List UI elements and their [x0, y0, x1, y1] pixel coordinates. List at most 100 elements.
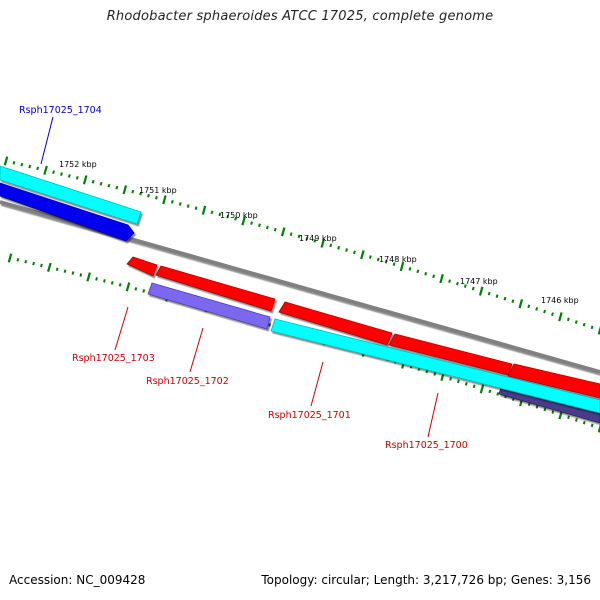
scale-label-1748: 1748 kbp	[379, 255, 417, 264]
outer-minor-tick	[12, 161, 16, 165]
inner-minor-tick	[543, 407, 547, 412]
outer-minor-tick	[590, 325, 594, 330]
inner-major-tick	[125, 282, 131, 292]
gene-arrow-1701[interactable]	[278, 301, 393, 346]
outer-minor-tick	[424, 272, 428, 276]
feature-1702[interactable]	[147, 282, 271, 330]
leader-line-1700	[427, 392, 439, 438]
inner-minor-tick	[433, 372, 437, 376]
inner-minor-tick	[110, 281, 114, 285]
inner-minor-tick	[79, 273, 83, 277]
inner-minor-tick	[464, 382, 468, 386]
gene-arrow-next[interactable]	[507, 363, 600, 399]
inner-minor-tick	[134, 287, 138, 291]
outer-minor-tick	[60, 172, 63, 176]
leader-line-1704	[40, 116, 54, 165]
outer-minor-tick	[67, 174, 71, 178]
gene-arrow-1702[interactable]	[155, 265, 276, 312]
gene-arrow-1700[interactable]	[388, 333, 513, 376]
outer-minor-tick	[265, 225, 269, 230]
outer-minor-tick	[345, 248, 348, 252]
scale-label-1752: 1752 kbp	[59, 160, 97, 169]
outer-minor-tick	[376, 257, 380, 262]
outer-minor-tick	[131, 189, 135, 194]
outer-minor-tick	[511, 299, 515, 303]
gene-label-1703[interactable]: Rsph17025_1703	[72, 353, 155, 364]
outer-minor-tick	[313, 239, 317, 243]
outer-minor-tick	[91, 179, 95, 184]
outer-minor-tick	[566, 317, 570, 322]
outer-minor-tick	[543, 309, 546, 314]
outer-minor-tick	[392, 262, 396, 266]
outer-minor-tick	[194, 206, 198, 210]
cds-feature-1701-1700[interactable]	[270, 318, 600, 414]
inner-minor-tick	[63, 269, 67, 273]
outer-minor-tick	[487, 291, 491, 296]
scale-label-1746: 1746 kbp	[541, 296, 579, 305]
scale-label-1749: 1749 kbp	[299, 234, 337, 243]
accession-text: Accession: NC_009428	[9, 573, 146, 587]
outer-minor-tick	[527, 304, 531, 309]
outer-major-tick	[360, 250, 365, 260]
outer-minor-tick	[353, 250, 356, 255]
inner-minor-tick	[575, 418, 578, 422]
outer-minor-tick	[234, 216, 238, 221]
outer-major-tick	[478, 286, 484, 296]
cds-feature-1704[interactable]	[0, 165, 142, 225]
outer-minor-tick	[258, 223, 261, 228]
map-title: Rhodobacter sphaeroides ATCC 17025, comp…	[106, 9, 494, 24]
outer-major-tick	[558, 312, 563, 322]
leader-line-1702	[189, 327, 204, 373]
outer-major-tick	[399, 261, 405, 272]
inner-minor-tick	[551, 410, 555, 414]
inner-minor-tick	[40, 263, 43, 268]
inner-minor-tick	[118, 283, 122, 287]
inner-minor-tick	[567, 415, 570, 420]
outer-minor-tick	[99, 181, 103, 186]
outer-minor-tick	[551, 312, 554, 316]
outer-minor-tick	[463, 284, 467, 288]
gene-label-1701[interactable]: Rsph17025_1701	[268, 410, 351, 421]
outer-minor-tick	[289, 232, 293, 236]
leader-line-1703	[114, 306, 129, 351]
outer-major-tick	[43, 165, 48, 175]
inner-minor-tick	[488, 389, 492, 394]
scale-label-1747: 1747 kbp	[460, 277, 498, 286]
outer-major-tick	[82, 175, 88, 185]
inner-major-tick	[7, 253, 13, 263]
outer-minor-tick	[250, 221, 253, 225]
outer-minor-tick	[28, 164, 32, 169]
inner-major-tick	[479, 384, 485, 394]
outer-minor-tick	[305, 236, 309, 241]
outer-minor-tick	[36, 166, 40, 171]
outer-minor-tick	[471, 286, 475, 291]
inner-minor-tick	[449, 377, 452, 381]
outer-minor-tick	[495, 294, 499, 298]
gene-arrow-1704[interactable]	[0, 182, 135, 242]
inner-minor-tick	[55, 267, 59, 272]
inner-minor-tick	[527, 402, 531, 407]
inner-minor-tick	[268, 323, 271, 327]
outer-minor-tick	[503, 296, 507, 301]
gene-label-1700[interactable]: Rsph17025_1700	[385, 440, 468, 451]
outer-minor-tick	[115, 185, 119, 190]
inner-minor-tick	[582, 420, 586, 425]
outer-minor-tick	[368, 255, 372, 259]
gene-arrow-1703[interactable]	[126, 256, 158, 277]
gene-label-1702[interactable]: Rsph17025_1702	[146, 376, 229, 387]
outer-minor-tick	[535, 307, 539, 311]
outer-major-tick	[320, 238, 326, 248]
outer-minor-tick	[574, 320, 578, 324]
outer-major-tick	[122, 185, 128, 195]
outer-major-tick	[162, 195, 167, 205]
inner-minor-tick	[472, 384, 476, 389]
inner-minor-tick	[95, 277, 98, 281]
outer-minor-tick	[432, 274, 436, 279]
inner-minor-tick	[142, 289, 146, 293]
outer-major-tick	[597, 325, 600, 335]
outer-minor-tick	[226, 214, 230, 219]
outer-minor-tick	[408, 267, 412, 271]
outer-minor-tick	[416, 269, 420, 274]
gene-label-1704[interactable]: Rsph17025_1704	[19, 105, 102, 116]
